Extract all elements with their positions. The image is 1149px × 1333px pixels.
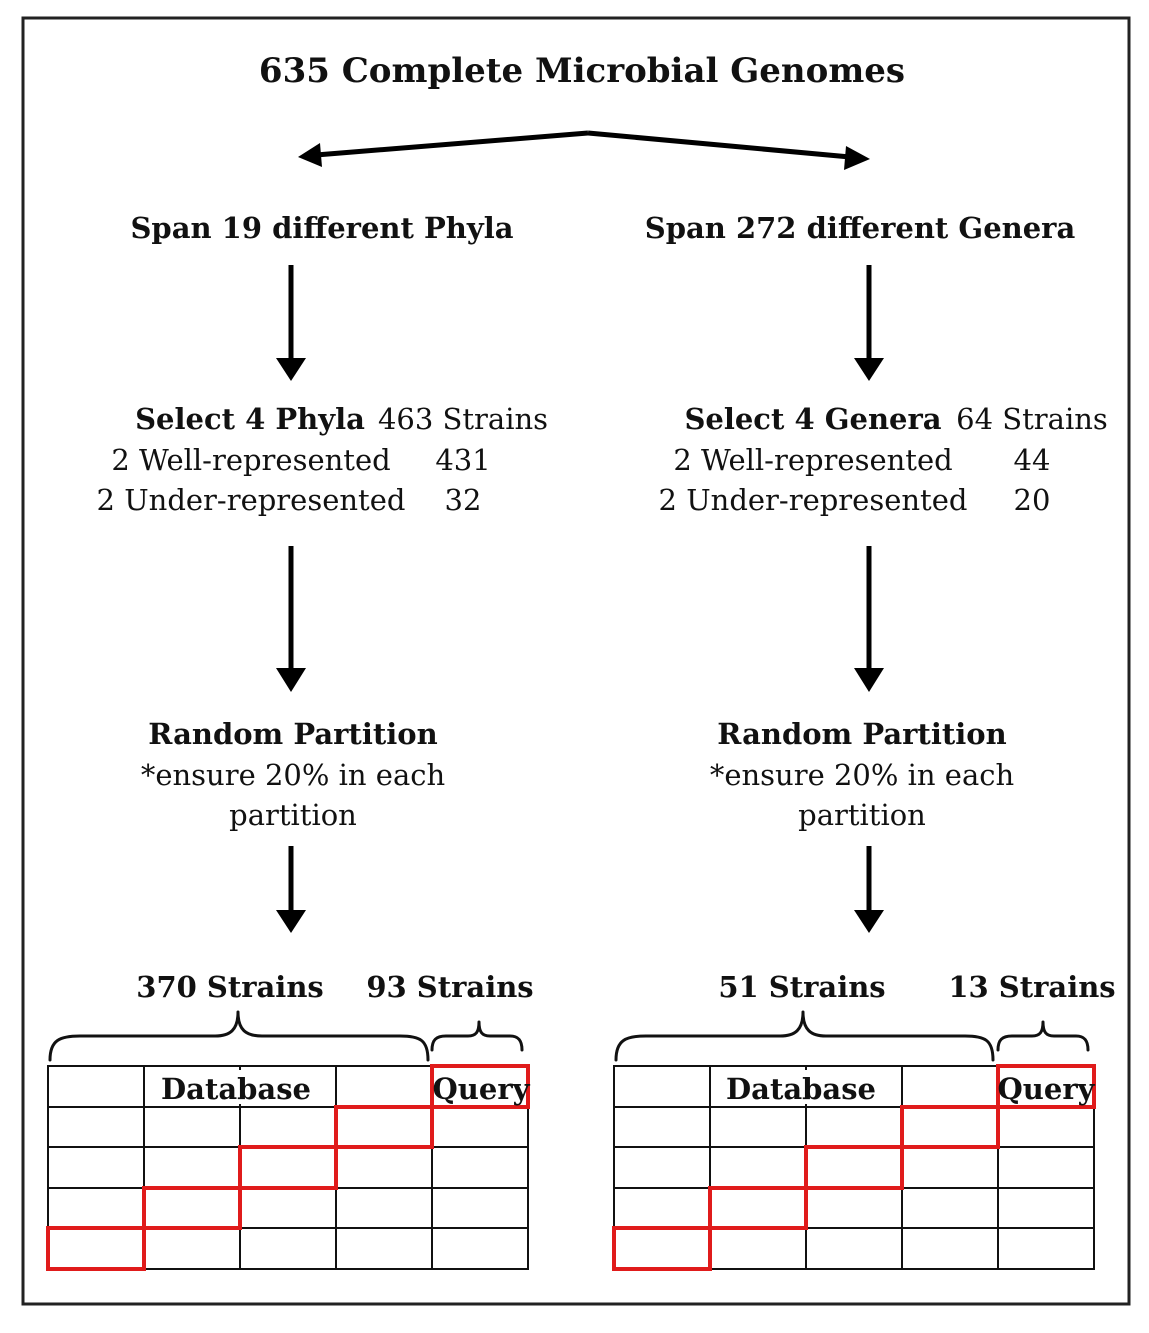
left-query-label: Query [433, 1072, 531, 1106]
down-arrow [276, 265, 306, 381]
left-well-count: 431 [435, 443, 490, 477]
down-arrow [276, 846, 306, 933]
left-partition-grid: Database Query [46, 1064, 531, 1271]
left-db-brace [48, 1010, 430, 1062]
down-arrow [854, 546, 884, 692]
left-query-cell [430, 1064, 530, 1109]
diagram-title: 635 Complete Microbial Genomes [259, 51, 905, 91]
left-diagonal-staircase [46, 1105, 434, 1271]
right-column: Span 272 different Genera Select 4 Gener… [612, 211, 1116, 1271]
right-under-label: 2 Under-represented [659, 483, 968, 517]
right-well-count: 44 [1014, 443, 1051, 477]
right-partition-note-2: partition [798, 798, 926, 832]
right-partition-note: *ensure 20% in each [710, 758, 1014, 792]
right-query-cell [996, 1064, 1096, 1109]
down-arrow [854, 265, 884, 381]
down-arrow [276, 546, 306, 692]
left-select-count: 463 Strains [378, 402, 548, 436]
down-arrow [854, 846, 884, 933]
right-database-label: Database [726, 1072, 876, 1106]
left-query-brace [430, 1020, 524, 1052]
right-query-label: Query [998, 1072, 1096, 1106]
left-under-label: 2 Under-represented [97, 483, 406, 517]
right-under-count: 20 [1014, 483, 1051, 517]
left-partition-note: *ensure 20% in each [141, 758, 445, 792]
right-span-label: Span 272 different Genera [645, 211, 1076, 245]
left-partition-title: Random Partition [148, 717, 437, 751]
right-select-count: 64 Strains [956, 402, 1108, 436]
right-diagonal-staircase [612, 1105, 1000, 1271]
right-partition-title: Random Partition [717, 717, 1006, 751]
left-span-label: Span 19 different Phyla [130, 211, 513, 245]
right-partition-grid: Database Query [612, 1064, 1096, 1271]
right-well-label: 2 Well-represented [673, 443, 952, 477]
right-query-strains: 13 Strains [948, 970, 1115, 1004]
split-arrows [298, 130, 870, 170]
left-select-label: Select 4 Phyla [135, 402, 365, 436]
left-query-strains: 93 Strains [366, 970, 533, 1004]
left-db-strains: 370 Strains [136, 970, 323, 1004]
right-query-brace [996, 1020, 1090, 1052]
left-partition-note-2: partition [229, 798, 357, 832]
right-select-label: Select 4 Genera [684, 402, 941, 436]
right-db-strains: 51 Strains [718, 970, 885, 1004]
left-database-label: Database [161, 1072, 311, 1106]
left-column: Span 19 different Phyla Select 4 Phyla 4… [46, 211, 548, 1271]
left-under-count: 32 [445, 483, 482, 517]
left-well-label: 2 Well-represented [111, 443, 390, 477]
right-db-brace [614, 1010, 995, 1062]
